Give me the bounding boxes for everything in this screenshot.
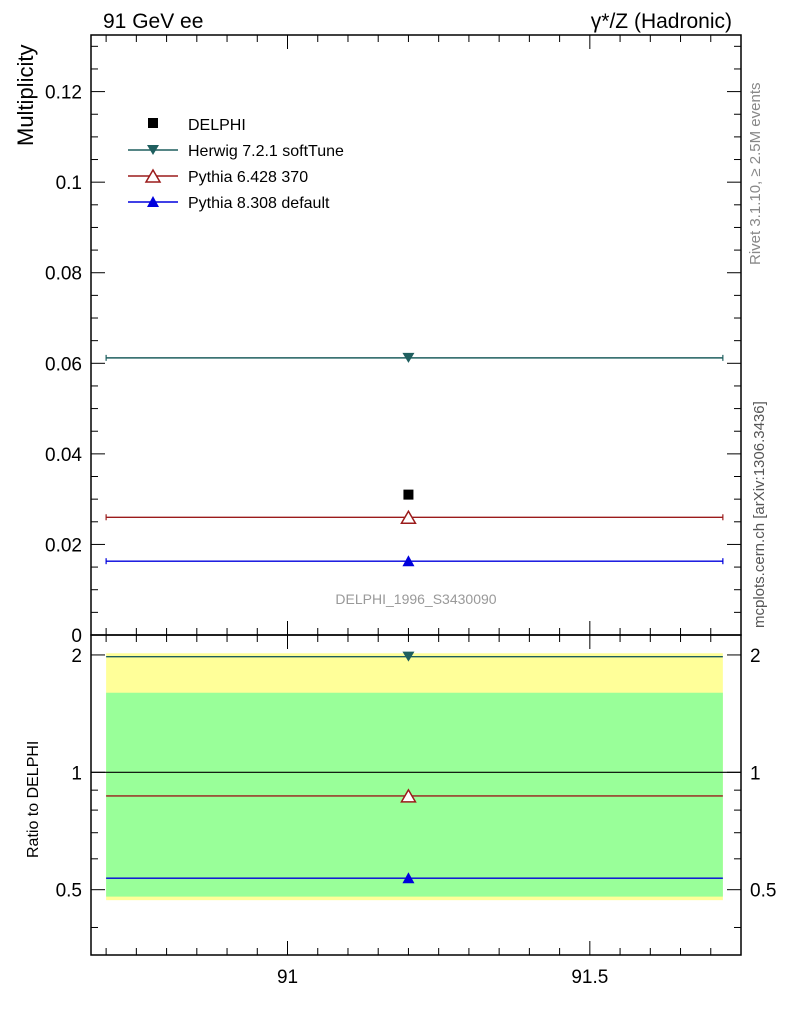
xtick-label: 91.5	[571, 967, 608, 988]
legend-item-pythia6: Pythia 6.428 370	[128, 168, 308, 186]
header-right-title: γ*/Z (Hadronic)	[591, 10, 732, 33]
legend-item-herwig: Herwig 7.2.1 softTune	[128, 143, 344, 160]
ratio-point-pythia-2	[402, 872, 415, 884]
main-ytick-label: 0.02	[45, 535, 82, 556]
ratio-ylabel: Ratio to DELPHI	[25, 741, 42, 858]
main-series	[105, 352, 724, 567]
mcplots-label: mcplots.cern.ch [arXiv:1306.3436]	[751, 401, 768, 628]
xtick-label: 91	[277, 967, 298, 988]
main-ytick-label: 0	[71, 626, 82, 647]
legend-label-pythia8: Pythia 8.308 default	[188, 195, 330, 212]
main-ytick-label: 0.1	[56, 173, 82, 194]
ratio-ytick-label-right: 0.5	[750, 881, 776, 902]
legend-item-pythia8: Pythia 8.308 default	[128, 195, 330, 212]
ratio-bands	[91, 653, 741, 901]
ratio-point-herwig-0	[402, 651, 415, 662]
main-ytick-label: 0.08	[45, 264, 82, 285]
legend-marker-delphi	[148, 118, 158, 128]
legend-marker-pythia6	[144, 168, 162, 183]
legend-label-herwig: Herwig 7.2.1 softTune	[188, 143, 344, 160]
legend: DELPHI Herwig 7.2.1 softTune Pythia 6.42…	[128, 117, 344, 212]
data-point-pythia-2	[400, 509, 417, 525]
data-point-delphi-0	[403, 489, 414, 500]
ratio-band-inner	[106, 692, 723, 897]
legend-label-pythia6: Pythia 6.428 370	[188, 169, 308, 186]
main-ytick-label: 0.12	[45, 83, 82, 104]
legend-label-delphi: DELPHI	[188, 117, 246, 134]
ratio-series	[106, 651, 723, 884]
rivet-label: Rivet 3.1.10, ≥ 2.5M events	[747, 83, 764, 266]
legend-marker-herwig	[147, 145, 159, 155]
ratio-panel: 0.5 0.5 1 1 2 2 91 91.5	[56, 634, 776, 988]
ratio-ytick-label: 0.5	[56, 881, 82, 902]
data-point-pythia-3	[402, 555, 415, 567]
ratio-ytick-label-right: 2	[750, 646, 761, 667]
legend-marker-pythia8	[147, 196, 159, 207]
analysis-annotation: DELPHI_1996_S3430090	[335, 591, 496, 607]
data-point-herwig-1	[402, 352, 415, 363]
main-ytick-label: 0.04	[45, 445, 82, 466]
main-ytick-label: 0.06	[45, 354, 82, 375]
main-ylabel: Multiplicity	[13, 45, 38, 146]
ratio-ytick-label-right: 1	[750, 763, 761, 784]
main-panel: 0 0.02 0.04 0.06 0.08 0.1 0.12 DELPHI_1996_S34…	[45, 34, 742, 647]
ratio-axis-ticks: 0.5 0.5 1 1 2 2 91 91.5	[56, 635, 776, 988]
ratio-frame	[90, 634, 742, 956]
ratio-ytick-label: 2	[71, 646, 82, 667]
ratio-ytick-label: 1	[71, 763, 82, 784]
main-axis-ticks: 0 0.02 0.04 0.06 0.08 0.1 0.12	[45, 35, 742, 647]
ratio-point-pythia-1	[400, 788, 417, 803]
legend-item-delphi: DELPHI	[148, 117, 246, 134]
header-left-title: 91 GeV ee	[103, 10, 203, 33]
